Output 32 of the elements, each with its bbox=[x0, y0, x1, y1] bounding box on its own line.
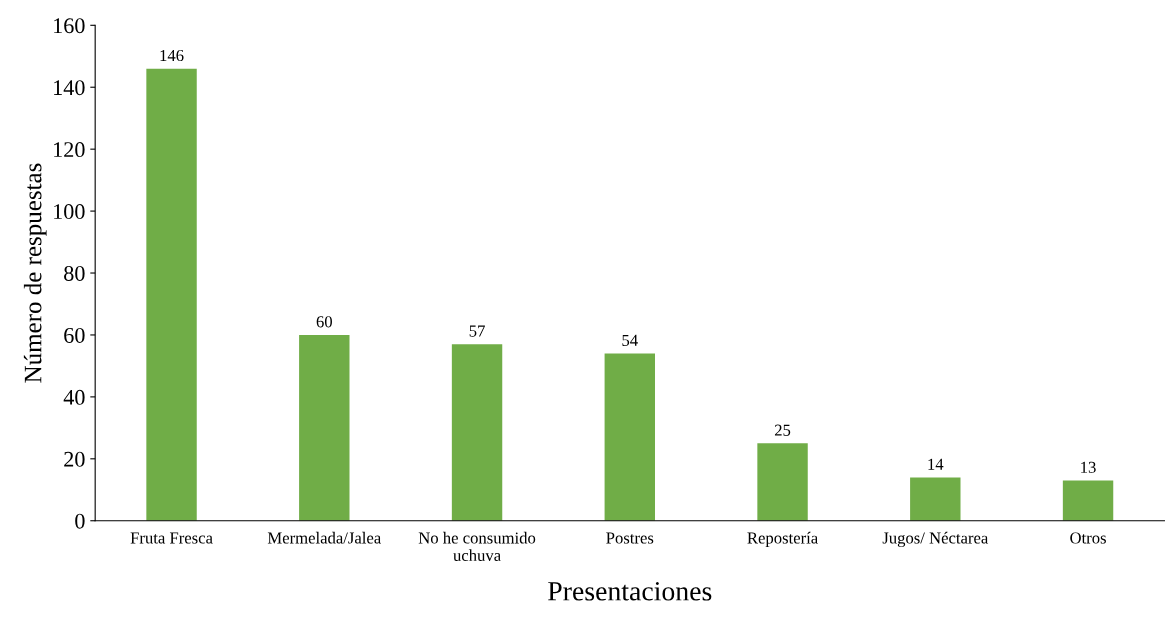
x-tick-label: No he consumido uchuva bbox=[418, 531, 536, 562]
y-tick-label: 100 bbox=[54, 204, 85, 220]
y-tick-label: 140 bbox=[54, 80, 85, 96]
y-tick-label: 60 bbox=[64, 327, 85, 343]
bar bbox=[604, 353, 655, 521]
y-axis-title: Número de respuestas bbox=[23, 163, 47, 383]
y-tick-label: 40 bbox=[63, 389, 85, 405]
x-tick-label: Postres bbox=[606, 532, 654, 544]
y-tick-label: 0 bbox=[75, 513, 85, 529]
bar bbox=[451, 344, 503, 521]
data-label: 60 bbox=[316, 316, 332, 328]
y-tick-label: 80 bbox=[64, 265, 85, 281]
bar bbox=[146, 68, 197, 521]
data-label: 13 bbox=[1081, 461, 1096, 473]
x-tick-label: Otros bbox=[1070, 532, 1106, 544]
bar bbox=[1062, 480, 1114, 521]
data-label: 57 bbox=[469, 325, 485, 337]
data-label: 54 bbox=[622, 334, 638, 346]
y-tick-label: 120 bbox=[54, 142, 85, 158]
y-tick-label: 160 bbox=[54, 18, 85, 34]
x-tick-label: Mermelada/Jalea bbox=[267, 531, 381, 544]
x-tick-label: Fruta Fresca bbox=[130, 532, 213, 544]
data-label: 25 bbox=[774, 424, 791, 436]
data-label: 146 bbox=[160, 49, 184, 62]
x-tick-label: Repostería bbox=[747, 531, 818, 547]
x-tick-label: Jugos/ Néctarea bbox=[882, 531, 989, 548]
data-label: 14 bbox=[928, 458, 944, 470]
bar bbox=[757, 443, 808, 521]
y-tick-label: 20 bbox=[64, 451, 85, 467]
bar bbox=[299, 334, 350, 521]
x-axis-title: Presentaciones bbox=[548, 581, 712, 601]
bar bbox=[910, 477, 961, 521]
